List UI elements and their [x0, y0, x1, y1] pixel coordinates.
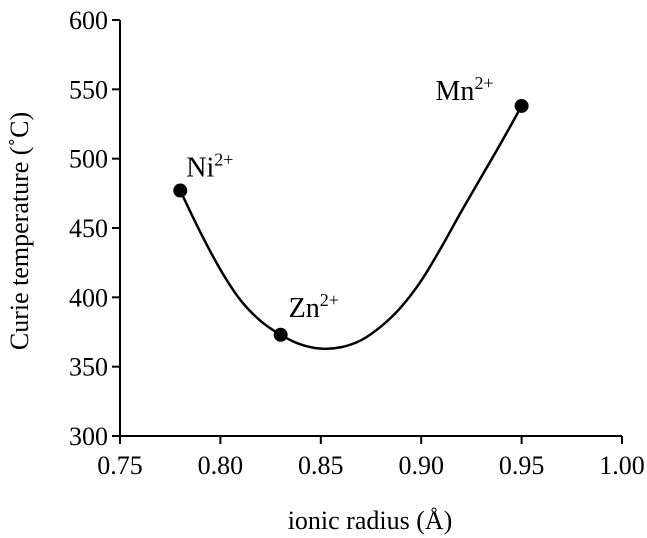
ion-symbol: Mn	[436, 76, 475, 107]
ion-symbol: Zn	[289, 293, 320, 324]
y-tick-label: 500	[69, 145, 108, 174]
fit-curve	[179, 105, 523, 351]
x-tick-label: 0.95	[499, 451, 545, 480]
y-tick-label: 300	[69, 422, 108, 451]
ion-charge: 2+	[474, 73, 493, 93]
x-tick-label: 0.75	[97, 451, 143, 480]
ion-symbol: Ni	[186, 153, 214, 184]
data-point-ni	[173, 183, 188, 198]
y-axis-label: Curie temperature (˚C)	[5, 112, 34, 350]
ion-charge: 2+	[320, 290, 339, 310]
ticks: 300 350 400 450 500 550 600 0.75 0.80 0.85 0.90 0.9…	[69, 6, 645, 480]
point-label-ni: Ni2+	[186, 150, 233, 184]
ion-charge: 2+	[214, 150, 233, 170]
series	[173, 98, 529, 351]
y-tick-label: 550	[69, 75, 108, 104]
axes	[119, 20, 622, 437]
point-label-zn: Zn2+	[289, 290, 339, 324]
y-tick-label: 400	[69, 283, 108, 312]
x-tick-label: 1.00	[599, 451, 645, 480]
x-tick-label: 0.90	[398, 451, 444, 480]
x-tick-label: 0.80	[198, 451, 244, 480]
point-label-mn: Mn2+	[436, 73, 494, 107]
y-tick-label: 450	[69, 214, 108, 243]
y-tick-label: 600	[69, 6, 108, 35]
point-labels: Ni2+Zn2+Mn2+	[186, 73, 493, 324]
data-point-zn	[273, 327, 288, 342]
y-tick-label: 350	[69, 353, 108, 382]
data-point-mn	[514, 98, 529, 113]
x-axis-label: ionic radius (Å)	[288, 506, 453, 535]
x-tick-label: 0.85	[298, 451, 344, 480]
